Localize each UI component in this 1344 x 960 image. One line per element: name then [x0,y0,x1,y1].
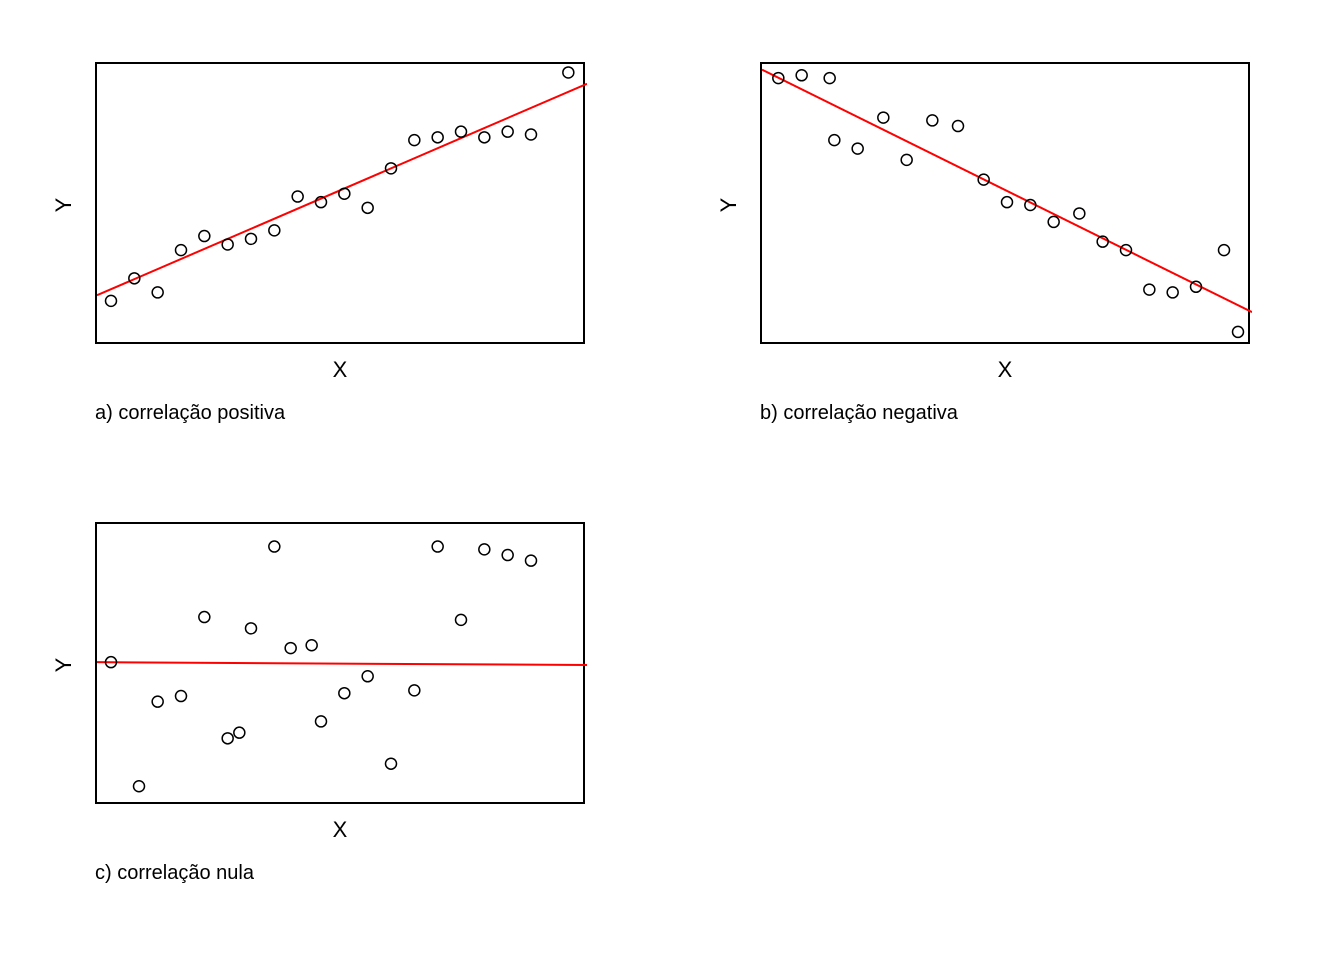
data-point [526,555,537,566]
data-point [134,781,145,792]
panel-a-xlabel: X [95,357,585,383]
data-point [927,115,938,126]
data-point [502,550,513,561]
data-point [269,225,280,236]
data-point [152,696,163,707]
panel-c-ylabel: Y [51,650,77,680]
data-point [386,758,397,769]
data-point [1002,197,1013,208]
data-point [1048,216,1059,227]
data-point [234,727,245,738]
data-point [222,239,233,250]
data-point [409,685,420,696]
panel-b: Y X b) correlação negativa [760,62,1250,344]
data-point [878,112,889,123]
data-point [824,73,835,84]
data-point [339,688,350,699]
data-point [1219,245,1230,256]
data-point [502,126,513,137]
data-point [199,612,210,623]
panel-a-svg [97,64,587,346]
panel-c-svg [97,524,587,806]
panel-a: Y X a) correlação positiva [95,62,585,344]
panel-a-plot [95,62,585,344]
data-point [1074,208,1085,219]
data-point [1233,326,1244,337]
data-point [456,614,467,625]
panel-c: Y X c) correlação nula [95,522,585,804]
data-point [152,287,163,298]
panel-c-xlabel: X [95,817,585,843]
panel-c-caption: c) correlação nula [95,862,254,885]
data-point [362,671,373,682]
page: Y X a) correlação positiva Y X b) correl… [0,0,1344,960]
trend-line [97,662,587,665]
panel-b-plot [760,62,1250,344]
data-point [479,544,490,555]
data-point [285,643,296,654]
data-point [456,126,467,137]
data-point [1144,284,1155,295]
data-point [526,129,537,140]
data-point [246,233,257,244]
data-point [176,245,187,256]
panel-c-plot [95,522,585,804]
data-point [106,295,117,306]
data-point [176,691,187,702]
data-point [199,231,210,242]
data-point [432,132,443,143]
data-point [246,623,257,634]
data-point [829,135,840,146]
data-point [292,191,303,202]
data-point [852,143,863,154]
data-point [316,716,327,727]
data-point [339,188,350,199]
data-point [362,202,373,213]
data-point [306,640,317,651]
data-point [563,67,574,78]
trend-line [762,70,1252,313]
panel-b-caption: b) correlação negativa [760,402,958,425]
data-point [479,132,490,143]
data-point [1167,287,1178,298]
panel-b-ylabel: Y [716,190,742,220]
data-point [796,70,807,81]
data-point [901,154,912,165]
data-point [409,135,420,146]
data-point [222,733,233,744]
panel-a-ylabel: Y [51,190,77,220]
data-point [953,121,964,132]
panel-b-svg [762,64,1252,346]
panel-a-caption: a) correlação positiva [95,402,285,425]
data-point [432,541,443,552]
panel-b-xlabel: X [760,357,1250,383]
data-point [269,541,280,552]
